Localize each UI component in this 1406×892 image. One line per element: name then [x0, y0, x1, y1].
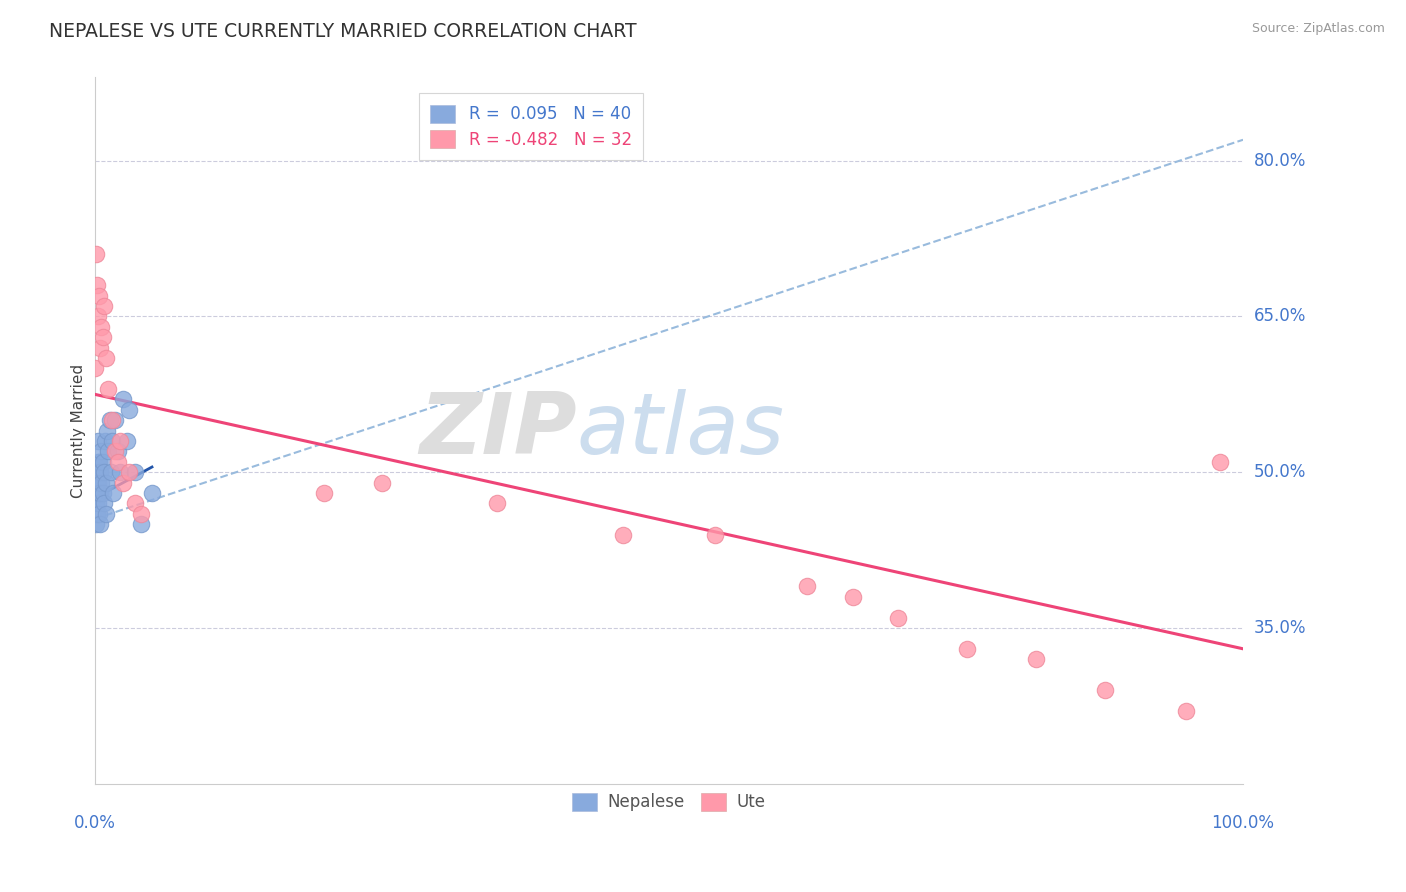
- Point: [141, 486, 163, 500]
- Point: [91, 455, 114, 469]
- Point: [956, 641, 979, 656]
- Point: [87, 475, 110, 490]
- Point: [129, 507, 152, 521]
- Point: [370, 475, 392, 490]
- Point: [83, 361, 105, 376]
- Point: [841, 590, 863, 604]
- Text: ZIP: ZIP: [419, 389, 576, 472]
- Point: [91, 330, 114, 344]
- Point: [129, 517, 152, 532]
- Text: 50.0%: 50.0%: [1254, 463, 1306, 481]
- Text: atlas: atlas: [576, 389, 785, 472]
- Point: [93, 496, 115, 510]
- Point: [107, 444, 129, 458]
- Point: [94, 475, 117, 490]
- Point: [89, 517, 111, 532]
- Point: [93, 465, 115, 479]
- Point: [1094, 683, 1116, 698]
- Point: [1174, 704, 1197, 718]
- Point: [887, 610, 910, 624]
- Point: [612, 527, 634, 541]
- Point: [97, 382, 120, 396]
- Point: [87, 310, 110, 324]
- Point: [100, 465, 122, 479]
- Point: [90, 475, 112, 490]
- Point: [118, 465, 141, 479]
- Point: [84, 465, 107, 479]
- Point: [96, 424, 118, 438]
- Point: [98, 413, 121, 427]
- Point: [104, 444, 127, 458]
- Point: [83, 486, 105, 500]
- Text: NEPALESE VS UTE CURRENTLY MARRIED CORRELATION CHART: NEPALESE VS UTE CURRENTLY MARRIED CORREL…: [49, 22, 637, 41]
- Point: [89, 507, 111, 521]
- Point: [1025, 652, 1047, 666]
- Point: [107, 455, 129, 469]
- Point: [485, 496, 508, 510]
- Point: [101, 486, 124, 500]
- Point: [89, 465, 111, 479]
- Point: [94, 351, 117, 365]
- Point: [89, 455, 111, 469]
- Point: [104, 413, 127, 427]
- Point: [84, 247, 107, 261]
- Point: [703, 527, 725, 541]
- Point: [1209, 455, 1232, 469]
- Point: [91, 486, 114, 500]
- Legend: R =  0.095   N = 40, R = -0.482   N = 32: R = 0.095 N = 40, R = -0.482 N = 32: [419, 93, 644, 161]
- Point: [112, 475, 135, 490]
- Point: [112, 392, 135, 407]
- Point: [94, 434, 117, 448]
- Text: Source: ZipAtlas.com: Source: ZipAtlas.com: [1251, 22, 1385, 36]
- Point: [86, 507, 108, 521]
- Point: [108, 434, 131, 448]
- Point: [124, 465, 146, 479]
- Text: 65.0%: 65.0%: [1254, 308, 1306, 326]
- Text: 0.0%: 0.0%: [73, 814, 115, 832]
- Point: [93, 299, 115, 313]
- Point: [796, 579, 818, 593]
- Point: [89, 486, 111, 500]
- Y-axis label: Currently Married: Currently Married: [72, 364, 86, 498]
- Text: 80.0%: 80.0%: [1254, 152, 1306, 169]
- Point: [89, 288, 111, 302]
- Point: [124, 496, 146, 510]
- Point: [94, 507, 117, 521]
- Point: [89, 341, 111, 355]
- Point: [108, 465, 131, 479]
- Point: [118, 402, 141, 417]
- Point: [87, 434, 110, 448]
- Point: [86, 475, 108, 490]
- Point: [89, 486, 111, 500]
- Point: [101, 413, 124, 427]
- Point: [90, 319, 112, 334]
- Point: [101, 434, 124, 448]
- Point: [115, 434, 138, 448]
- Point: [87, 496, 110, 510]
- Point: [87, 455, 110, 469]
- Point: [84, 517, 107, 532]
- Point: [97, 444, 120, 458]
- Point: [84, 496, 107, 510]
- Text: 35.0%: 35.0%: [1254, 619, 1306, 637]
- Point: [90, 444, 112, 458]
- Point: [314, 486, 336, 500]
- Text: 100.0%: 100.0%: [1212, 814, 1274, 832]
- Point: [86, 278, 108, 293]
